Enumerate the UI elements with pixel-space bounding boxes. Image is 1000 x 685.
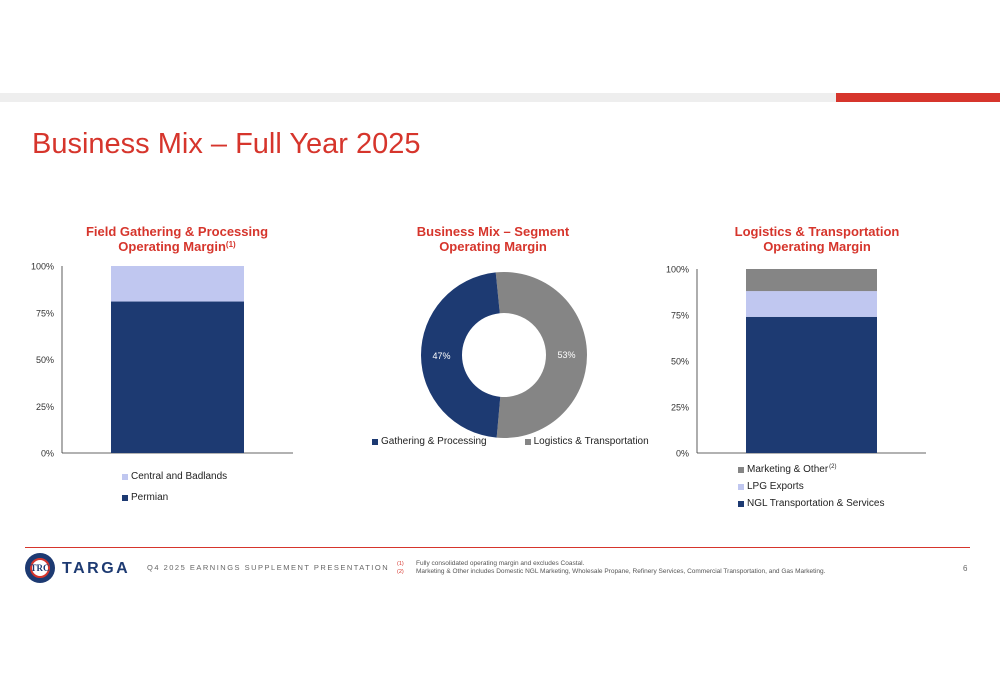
legend-item-lpg-exports: LPG Exports — [738, 481, 884, 492]
footnote-2-number: (2) — [397, 569, 404, 575]
chart-3-legend: Marketing & Other (2) LPG Exports NGL Tra… — [738, 464, 884, 509]
legend-swatch — [372, 438, 378, 445]
page-number: 6 — [963, 564, 968, 573]
legend-item-ngl-transportation: NGL Transportation & Services — [738, 498, 884, 509]
legend-label: Logistics & Transportation — [533, 436, 649, 447]
legend-item-permian: Permian — [122, 492, 227, 503]
page-title: Business Mix – Full Year 2025 — [32, 128, 421, 160]
chart-1-title: Field Gathering & Processing Operating M… — [72, 224, 282, 254]
y-tick-label: 100% — [31, 262, 54, 272]
chart-3-title-line2: Operating Margin — [763, 239, 871, 254]
donut-slice-logistics-transportation — [495, 272, 587, 438]
bar-segment-permian — [111, 301, 244, 453]
legend-swatch — [122, 494, 128, 501]
bar-segment-ngl-transportation-services — [746, 316, 877, 453]
legend-item-gathering-processing: Gathering & Processing — [372, 436, 487, 447]
donut-data-label: 53% — [557, 350, 575, 360]
chart-2-title-line1: Business Mix – Segment — [416, 224, 570, 239]
chart-1-title-line2: Operating Margin — [118, 239, 226, 254]
chart-2-title: Business Mix – Segment Operating Margin — [393, 224, 593, 254]
bar-segment-lpg-exports — [746, 291, 877, 317]
legend-swatch — [738, 500, 744, 507]
footnote-2-text: Marketing & Other includes Domestic NGL … — [416, 568, 826, 575]
field-gp-bar-chart: 0% 25% 50% 75% 100% — [31, 262, 293, 459]
legend-swatch — [524, 438, 531, 445]
legend-swatch — [738, 466, 744, 473]
y-tick-label: 50% — [671, 357, 689, 367]
chart-1-title-line1: Field Gathering & Processing — [85, 224, 269, 239]
donut-slice-gathering-processing — [421, 272, 501, 438]
chart-2-title-line2: Operating Margin — [439, 239, 547, 254]
segment-donut-chart: 53% 47% — [421, 272, 587, 438]
legend-label: Gathering & Processing — [381, 436, 487, 447]
header-accent-bar — [836, 93, 1000, 102]
legend-label: Marketing & Other — [747, 464, 829, 475]
chart-3-title: Logistics & Transportation Operating Mar… — [717, 224, 917, 254]
y-tick-label: 25% — [36, 402, 54, 412]
legend-item-logistics-transportation: Logistics & Transportation — [524, 436, 649, 447]
lt-bar-chart: 0% 25% 50% 75% 100% — [666, 265, 926, 459]
header-bar — [0, 93, 836, 102]
y-tick-label: 75% — [36, 308, 54, 318]
y-tick-label: 0% — [41, 449, 54, 459]
chart-1-title-footnote: (1) — [225, 240, 236, 249]
legend-footnote: (2) — [829, 463, 837, 470]
y-tick-label: 50% — [36, 355, 54, 365]
y-tick-label: 0% — [676, 449, 689, 459]
bar-segment-marketing-other — [746, 269, 877, 292]
legend-item-central-and-badlands: Central and Badlands — [122, 471, 227, 482]
chart-1-legend: Central and Badlands Permian — [122, 471, 227, 503]
y-tick-label: 75% — [671, 311, 689, 321]
footnote-1-number: (1) — [397, 561, 404, 567]
chart-3-title-line1: Logistics & Transportation — [734, 224, 900, 239]
legend-swatch — [122, 473, 128, 480]
legend-label: Permian — [131, 492, 169, 503]
targa-logo-icon: TRC — [25, 553, 55, 583]
logo-wordmark: TARGA — [62, 560, 131, 577]
y-tick-label: 25% — [671, 403, 689, 413]
footer-rule — [25, 547, 970, 548]
chart-2-legend: Gathering & Processing Logistics & Trans… — [372, 436, 649, 447]
legend-label: NGL Transportation & Services — [747, 498, 885, 509]
presentation-name: Q4 2025 EARNINGS SUPPLEMENT PRESENTATION — [147, 563, 390, 572]
legend-label: Central and Badlands — [131, 471, 228, 482]
legend-label: LPG Exports — [747, 481, 804, 492]
y-tick-label: 100% — [666, 265, 689, 275]
bar-segment-central-and-badlands — [111, 266, 244, 302]
logo-monogram: TRC — [30, 558, 50, 578]
donut-data-label: 47% — [432, 351, 450, 361]
legend-item-marketing-other: Marketing & Other (2) — [738, 464, 884, 475]
footnote-1-text: Fully consolidated operating margin and … — [416, 560, 585, 567]
legend-swatch — [738, 483, 744, 490]
